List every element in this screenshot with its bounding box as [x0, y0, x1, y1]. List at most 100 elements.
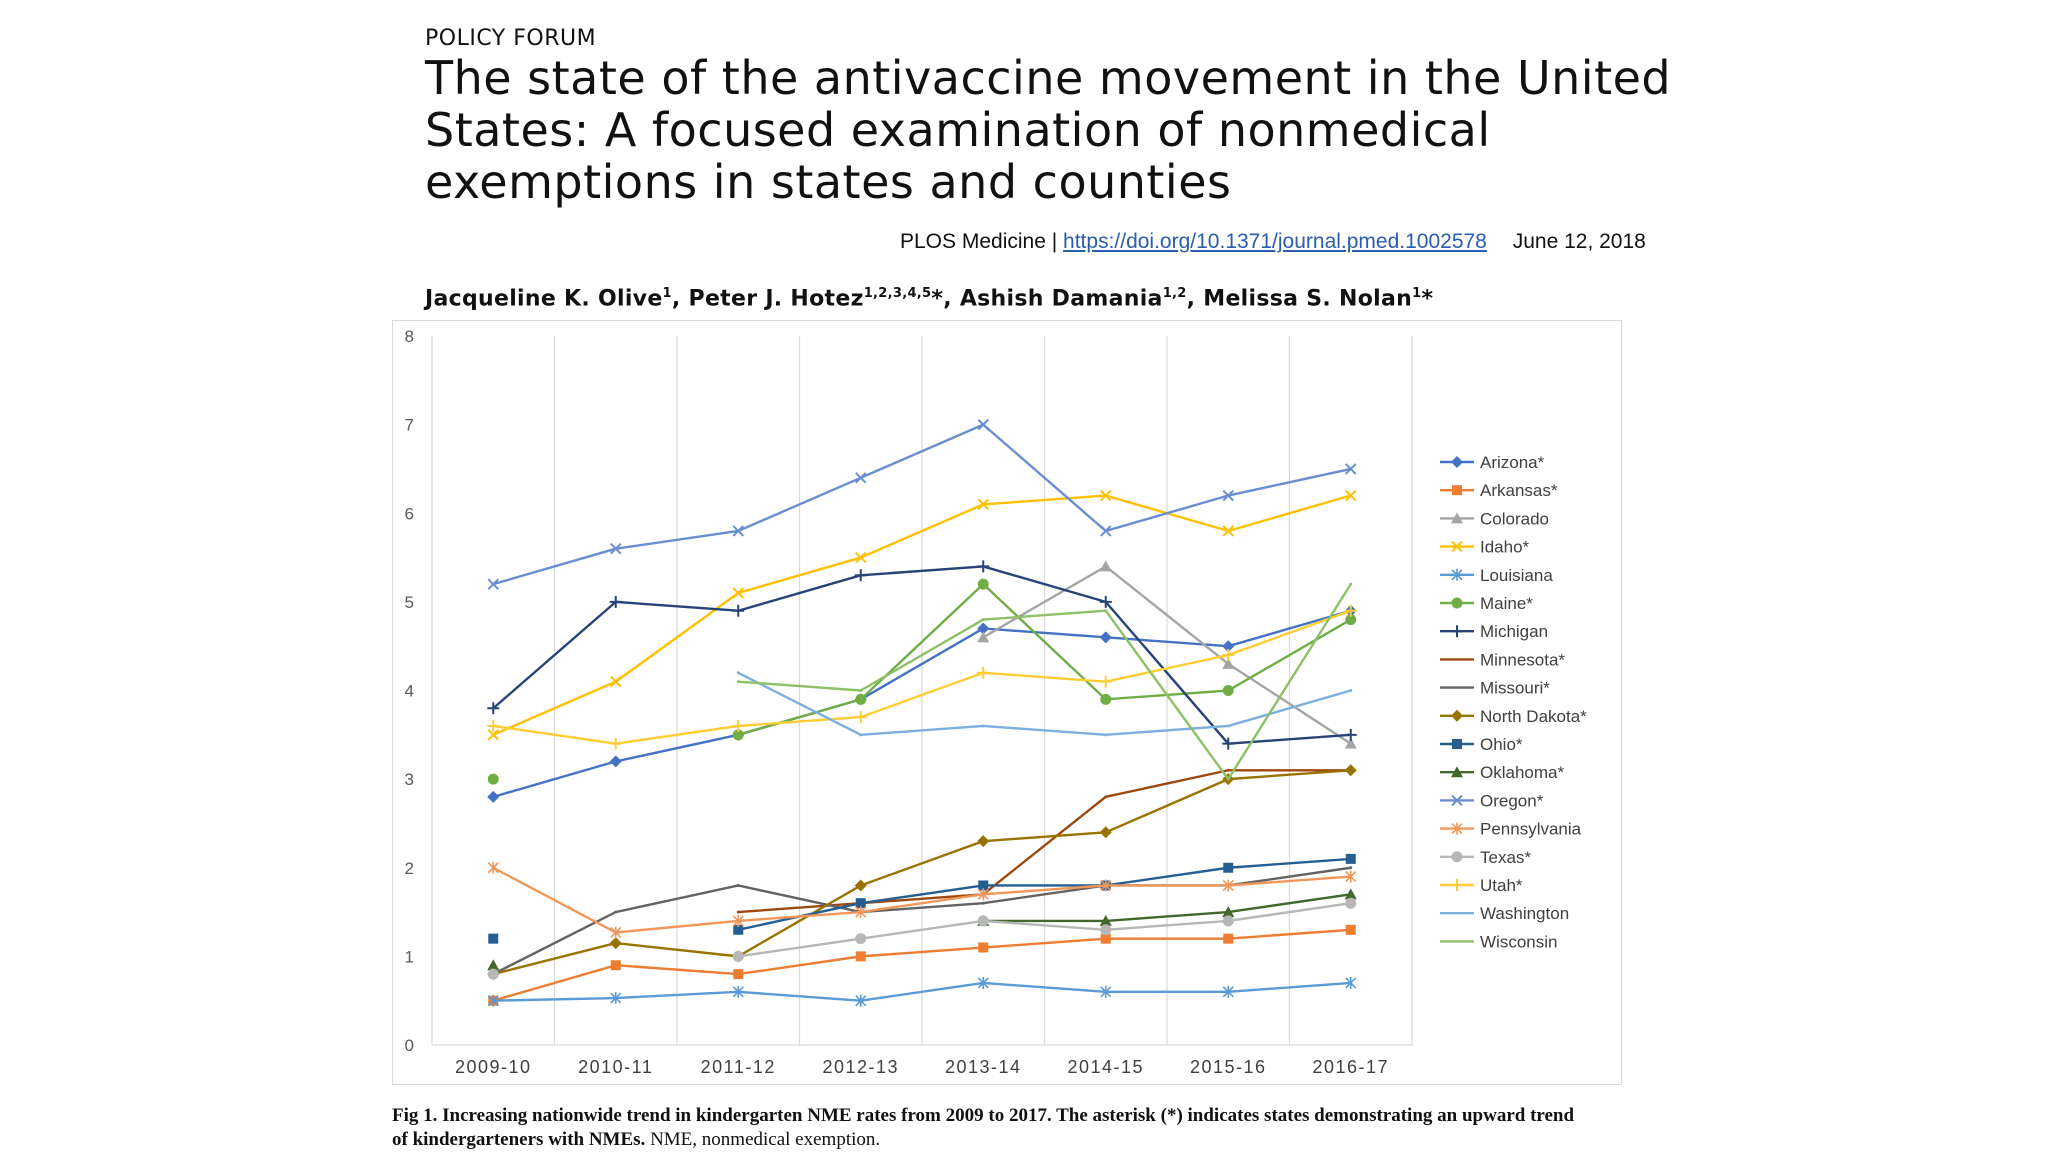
data-point — [1100, 933, 1111, 944]
legend-marker — [1451, 597, 1463, 609]
x-tick-label: 2011-12 — [701, 1057, 776, 1077]
series-line — [982, 565, 1352, 745]
data-point — [854, 711, 867, 724]
data-point — [487, 959, 500, 971]
author-separator: , — [1186, 286, 1204, 312]
data-point — [977, 418, 989, 431]
series-line — [492, 609, 1352, 799]
figure-caption: Fig 1. Increasing nationwide trend in ki… — [392, 1104, 1592, 1152]
data-point — [732, 525, 744, 537]
data-point — [736, 680, 740, 684]
data-point — [1223, 862, 1234, 873]
series-line — [738, 583, 1352, 781]
data-point — [1099, 631, 1112, 644]
legend-label: Louisiana — [1480, 566, 1553, 585]
data-point — [1099, 595, 1112, 608]
data-point — [732, 604, 745, 617]
data-point — [859, 733, 863, 737]
data-point — [981, 618, 985, 622]
legend-label: Washington — [1480, 904, 1569, 923]
legend-label: Utah* — [1480, 876, 1523, 895]
legend-label: Oregon* — [1480, 791, 1544, 810]
data-point — [855, 898, 866, 909]
data-point — [610, 992, 622, 1005]
data-point — [732, 587, 744, 599]
doi-link[interactable]: https://doi.org/10.1371/journal.pmed.100… — [1063, 230, 1487, 253]
series-line — [492, 769, 1351, 976]
caption-label: Fig 1. — [392, 1105, 438, 1126]
legend-marker — [1451, 766, 1463, 778]
chart-frame — [392, 320, 1622, 1085]
series-line — [492, 866, 1351, 934]
publication-date: June 12, 2018 — [1512, 230, 1646, 253]
data-point — [1344, 728, 1357, 741]
data-point — [977, 666, 990, 679]
data-point — [977, 976, 989, 989]
data-point — [610, 960, 621, 971]
data-point — [1344, 764, 1357, 777]
data-point — [1226, 777, 1230, 781]
series-line — [737, 857, 1351, 931]
data-point — [1100, 525, 1112, 537]
data-point — [977, 622, 990, 635]
data-point — [1100, 693, 1112, 705]
series-line — [492, 423, 1352, 586]
data-point — [1345, 870, 1357, 883]
y-tick-label: 6 — [405, 504, 414, 523]
data-point — [977, 498, 989, 511]
caption-note: NME, nonmedical exemption. — [650, 1129, 881, 1150]
section-label: POLICY FORUM — [425, 26, 597, 51]
data-point — [1349, 689, 1353, 692]
x-tick-label: 2015-16 — [1190, 1057, 1267, 1077]
data-point — [981, 724, 985, 728]
data-point — [1099, 560, 1112, 572]
data-point — [1100, 489, 1112, 502]
legend-label: Michigan — [1480, 622, 1548, 641]
data-point — [488, 933, 499, 944]
data-point — [977, 888, 989, 901]
y-tick-label: 1 — [405, 947, 414, 966]
data-point — [1100, 924, 1112, 936]
y-tick-label: 4 — [405, 682, 414, 701]
legend-label: Colorado — [1480, 509, 1549, 528]
x-tick-label: 2012-13 — [822, 1057, 899, 1077]
data-point — [1222, 525, 1234, 537]
y-tick-label: 3 — [405, 770, 414, 789]
legend-label: Arkansas* — [1480, 481, 1558, 500]
data-point — [609, 595, 622, 608]
legend-label: Missouri* — [1480, 679, 1550, 698]
legend-label: Oklahoma* — [1480, 763, 1564, 782]
y-tick-label: 7 — [405, 416, 414, 435]
data-point — [732, 950, 744, 962]
data-point — [855, 906, 867, 919]
x-tick-label: 2009-10 — [455, 1057, 532, 1077]
author-name: Jacqueline K. Olive — [425, 286, 663, 312]
data-point — [855, 551, 867, 564]
data-point — [1223, 933, 1234, 944]
legend-label: Ohio* — [1480, 735, 1523, 754]
data-point — [610, 675, 622, 688]
legend-marker — [1451, 540, 1463, 553]
legend-label: North Dakota* — [1480, 707, 1587, 726]
data-point — [977, 560, 990, 573]
data-point — [487, 719, 500, 732]
data-point — [1345, 489, 1357, 502]
data-point — [1099, 826, 1112, 839]
data-point — [1226, 724, 1230, 728]
data-point — [1104, 609, 1108, 613]
legend-marker — [1451, 568, 1463, 581]
data-point — [487, 702, 500, 715]
x-tick-label: 2013-14 — [945, 1057, 1022, 1077]
data-point — [1222, 915, 1234, 927]
data-point — [732, 914, 744, 927]
legend-marker — [1451, 512, 1463, 524]
series-line — [737, 582, 1352, 736]
legend-marker — [1451, 456, 1463, 468]
series-line — [738, 902, 1351, 958]
data-point — [855, 994, 867, 1007]
x-tick-label: 2014-15 — [1067, 1057, 1144, 1077]
data-point — [977, 578, 989, 590]
data-point — [1222, 685, 1234, 696]
author-affiliation: 1 — [662, 286, 672, 301]
